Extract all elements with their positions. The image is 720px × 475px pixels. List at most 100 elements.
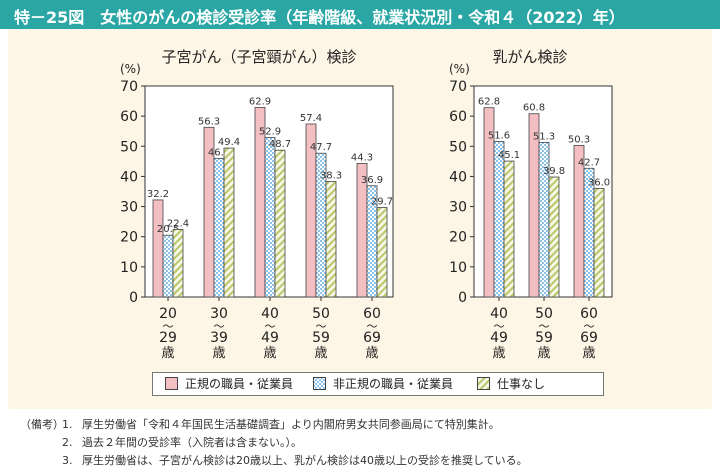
data-label: 47.7 <box>310 142 332 153</box>
note-text: 過去２年間の受診率（入院者は含まない。）。 <box>82 436 302 449</box>
legend-swatch-regular <box>165 377 178 390</box>
note-row-1: （備考） 1. 厚生労働省「令和４年国民生活基礎調査」より内閣府男女共同参画局に… <box>20 416 500 434</box>
bar <box>503 160 515 298</box>
x-tick-label: 歳 <box>212 346 225 361</box>
x-tick-label: 歳 <box>263 346 276 361</box>
data-label: 51.3 <box>533 131 555 142</box>
note-number: 3. <box>62 454 73 467</box>
legend-label-non-regular: 非正規の職員・従業員 <box>333 377 454 391</box>
y-tick-label: 70 <box>120 79 138 95</box>
data-label: 36.0 <box>588 177 610 188</box>
notes: （備考） 1. 厚生労働省「令和４年国民生活基礎調査」より内閣府男女共同参画局に… <box>20 416 528 470</box>
note-text: 厚生労働省は、子宮がん検診は20歳以上、乳がん検診は40歳以上の受診を推奨してい… <box>82 454 528 467</box>
data-label: 20.5 <box>157 224 179 235</box>
y-tick-label: 40 <box>120 169 138 185</box>
y-unit-label: (%) <box>120 62 141 76</box>
figure-title: 特－25図 女性のがんの検診受診率（年齢階級、就業状況別・令和４（2022）年） <box>14 8 625 27</box>
x-tick-label: ～ <box>265 320 276 333</box>
y-tick-label: 30 <box>120 200 138 216</box>
x-tick-label: 歳 <box>492 346 505 361</box>
x-tick-label: 50 <box>312 306 330 322</box>
x-tick-label: ～ <box>584 320 595 333</box>
data-label: 42.7 <box>578 157 600 168</box>
legend-label-regular: 正規の職員・従業員 <box>185 377 294 391</box>
legend-swatch-no-job <box>477 377 490 390</box>
legend: 正規の職員・従業員 非正規の職員・従業員 仕事なし <box>152 372 604 396</box>
bar <box>264 137 276 298</box>
y-tick-label: 20 <box>120 230 138 246</box>
bar <box>162 234 174 298</box>
bar <box>493 141 505 298</box>
x-tick-label: 49 <box>261 330 279 346</box>
x-tick-label: 20 <box>159 306 177 322</box>
data-label: 45.1 <box>498 150 520 161</box>
x-tick-label: ～ <box>163 320 174 333</box>
bar <box>172 229 184 298</box>
notes-prefix: （備考） <box>20 418 64 431</box>
bar <box>593 188 605 298</box>
x-tick-label: 30 <box>210 306 228 322</box>
data-label: 56.3 <box>198 116 220 127</box>
legend-swatch-non-regular <box>313 377 326 390</box>
y-tick-label: 20 <box>449 230 467 246</box>
x-tick-label: 50 <box>535 306 553 322</box>
data-label: 50.3 <box>568 134 590 145</box>
y-tick-label: 60 <box>449 109 467 125</box>
y-tick-label: 10 <box>449 260 467 276</box>
y-tick-label: 70 <box>449 79 467 95</box>
figure-header: 特－25図 女性のがんの検診受診率（年齢階級、就業状況別・令和４（2022）年） <box>0 0 720 29</box>
data-label: 49.4 <box>218 137 240 148</box>
note-number: 1. <box>62 418 73 431</box>
data-label: 57.4 <box>300 113 322 124</box>
x-tick-label: 60 <box>363 306 381 322</box>
bar <box>325 181 337 298</box>
x-tick-label: 69 <box>363 330 381 346</box>
data-label: 22.4 <box>167 218 189 229</box>
data-label: 29.7 <box>371 196 393 207</box>
data-label: 52.9 <box>259 127 281 138</box>
x-tick-label: 歳 <box>537 346 550 361</box>
y-tick-label: 50 <box>120 139 138 155</box>
x-tick-label: 歳 <box>314 346 327 361</box>
data-label: 48.7 <box>269 139 291 150</box>
data-label: 38.3 <box>320 171 342 182</box>
x-tick-label: 60 <box>580 306 598 322</box>
x-tick-label: 49 <box>490 330 508 346</box>
y-tick-label: 0 <box>129 290 138 306</box>
data-label: 51.6 <box>488 130 510 141</box>
x-tick-label: 歳 <box>161 346 174 361</box>
chart-title: 乳がん検診 <box>492 48 567 66</box>
x-tick-label: 59 <box>312 330 330 346</box>
x-tick-label: 59 <box>535 330 553 346</box>
y-tick-label: 40 <box>449 169 467 185</box>
note-row-3: 3. 厚生労働省は、子宮がん検診は20歳以上、乳がん検診は40歳以上の受診を推奨… <box>20 452 528 470</box>
x-tick-label: 69 <box>580 330 598 346</box>
y-tick-label: 10 <box>120 260 138 276</box>
bar <box>274 149 286 298</box>
x-tick-label: ～ <box>539 320 550 333</box>
data-label: 32.2 <box>147 189 169 200</box>
y-tick-label: 50 <box>449 139 467 155</box>
data-label: 36.9 <box>361 175 383 186</box>
y-tick-label: 60 <box>120 109 138 125</box>
data-label: 46.0 <box>208 147 230 158</box>
bar <box>376 207 388 298</box>
x-tick-label: ～ <box>316 320 327 333</box>
bar <box>213 157 225 298</box>
data-label: 62.9 <box>249 96 271 107</box>
chart-title: 子宮がん（子宮頸がん）検診 <box>161 48 356 66</box>
x-tick-label: 歳 <box>582 346 595 361</box>
y-tick-label: 30 <box>449 200 467 216</box>
data-label: 60.8 <box>523 103 545 114</box>
x-tick-label: ～ <box>214 320 225 333</box>
bar <box>223 147 235 298</box>
x-tick-label: 40 <box>490 306 508 322</box>
x-tick-label: ～ <box>367 320 378 333</box>
data-label: 44.3 <box>351 152 373 163</box>
x-tick-label: 40 <box>261 306 279 322</box>
note-text: 厚生労働省「令和４年国民生活基礎調査」より内閣府男女共同参画局にて特別集計。 <box>82 418 500 431</box>
x-tick-label: 39 <box>210 330 228 346</box>
bar <box>548 176 560 298</box>
x-tick-label: 29 <box>159 330 177 346</box>
legend-label-no-job: 仕事なし <box>497 377 546 391</box>
